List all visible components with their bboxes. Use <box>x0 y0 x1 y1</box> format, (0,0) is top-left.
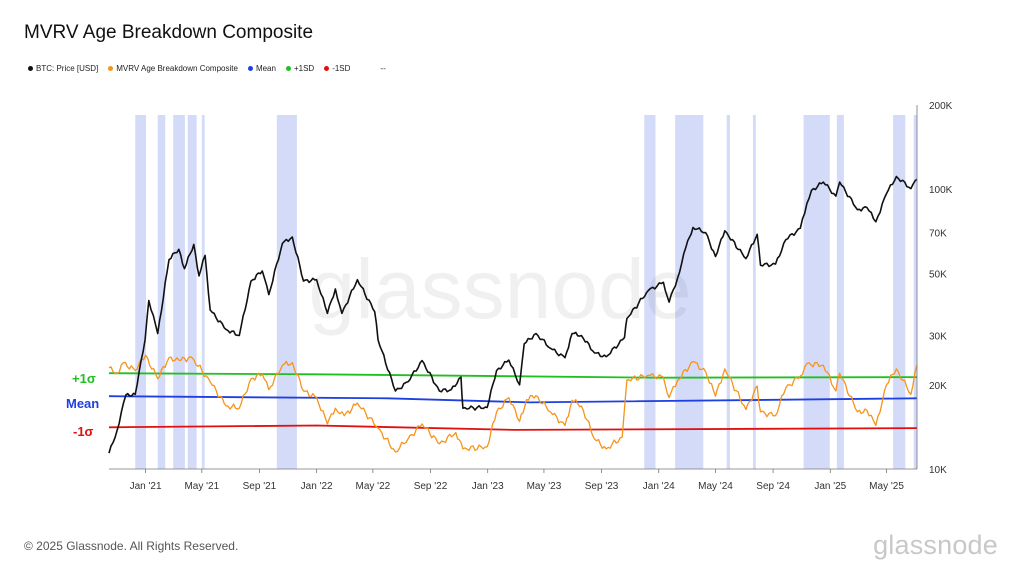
highlight-range-4 <box>201 115 205 469</box>
x-tick-label: May '23 <box>527 481 562 492</box>
y-tick-label: 30K <box>929 332 947 343</box>
legend-item-more[interactable]: -- <box>380 64 385 73</box>
x-tick-label: Sep '21 <box>243 481 277 492</box>
highlight-range-5 <box>276 115 297 469</box>
highlight-range-12 <box>893 115 906 469</box>
x-tick-label: Jan '22 <box>301 481 333 492</box>
x-tick-label: May '24 <box>698 481 733 492</box>
highlight-range-13 <box>913 115 917 469</box>
plus-sd-label: +1σ <box>72 371 96 386</box>
legend-dot-mvrv <box>108 66 114 71</box>
x-tick-label: Jan '21 <box>130 481 162 492</box>
minus-sd-label: -1σ <box>73 424 94 439</box>
legend-dot-mean <box>247 66 253 71</box>
watermark: glassnode <box>309 242 692 336</box>
legend-label-plus-sd: +1SD <box>293 64 315 73</box>
highlight-range-10 <box>803 115 830 469</box>
legend-dot-minus-sd <box>324 66 330 71</box>
series-line-mvrv-age-breakdown-composite <box>108 354 918 453</box>
highlight-range-8 <box>726 115 730 469</box>
highlight-range-6 <box>644 115 656 469</box>
x-tick-label: Sep '23 <box>585 481 619 492</box>
highlight-range-1 <box>157 115 166 469</box>
legend-label-minus-sd: -1SD <box>332 64 351 73</box>
legend-label-more: -- <box>380 64 386 73</box>
legend: BTC: Price [USD] MVRV Age Breakdown Comp… <box>28 64 386 73</box>
mean-label: Mean <box>66 396 100 411</box>
series-line-1sd <box>108 424 918 431</box>
legend-item-mvrv[interactable]: MVRV Age Breakdown Composite <box>108 64 238 73</box>
legend-item-minus-sd[interactable]: -1SD <box>324 64 350 73</box>
brand-logo: glassnode <box>873 530 998 560</box>
x-tick-label: May '21 <box>184 481 219 492</box>
x-tick-label: May '22 <box>356 481 391 492</box>
x-tick-label: Jan '23 <box>472 481 504 492</box>
highlight-range-11 <box>836 115 844 469</box>
series-layer <box>108 175 918 454</box>
legend-label-mean: Mean <box>255 64 276 73</box>
highlight-range-0 <box>135 115 147 469</box>
series-line-1sd <box>108 372 918 379</box>
y-axis-ticks: 200K 100K 70K 50K 30K 20K 10K <box>929 101 953 476</box>
y-tick-label: 70K <box>929 229 947 240</box>
x-tick-label: Sep '24 <box>756 481 790 492</box>
copyright: © 2025 Glassnode. All Rights Reserved. <box>24 539 239 553</box>
x-axis-ticks: Jan '21 May '21 Sep '21 Jan '22 May '22 Sep '… <box>130 469 904 492</box>
legend-item-plus-sd[interactable]: +1SD <box>285 64 315 73</box>
series-line-mean <box>108 395 918 404</box>
y-tick-label: 200K <box>929 101 953 112</box>
y-tick-label: 100K <box>929 185 953 196</box>
legend-dot-btc-price <box>28 66 33 71</box>
highlight-range-9 <box>752 115 756 469</box>
y-tick-label: 50K <box>929 269 947 280</box>
y-tick-label: 20K <box>929 381 947 392</box>
x-tick-label: May '25 <box>869 481 904 492</box>
legend-label-btc-price: BTC: Price [USD] <box>36 64 99 73</box>
x-tick-label: Jan '24 <box>643 481 675 492</box>
chart-title: MVRV Age Breakdown Composite <box>24 22 314 43</box>
y-tick-label: 10K <box>929 465 947 476</box>
legend-dot-plus-sd <box>285 66 291 71</box>
x-tick-label: Sep '22 <box>414 481 448 492</box>
highlight-range-7 <box>675 115 704 469</box>
legend-item-btc-price[interactable]: BTC: Price [USD] <box>28 64 98 73</box>
legend-label-mvrv: MVRV Age Breakdown Composite <box>116 64 238 73</box>
legend-item-mean[interactable]: Mean <box>247 64 276 73</box>
highlight-range-3 <box>187 115 197 469</box>
series-line-btc-price-usd <box>108 175 918 454</box>
x-tick-label: Jan '25 <box>814 481 846 492</box>
highlight-range-2 <box>173 115 185 469</box>
